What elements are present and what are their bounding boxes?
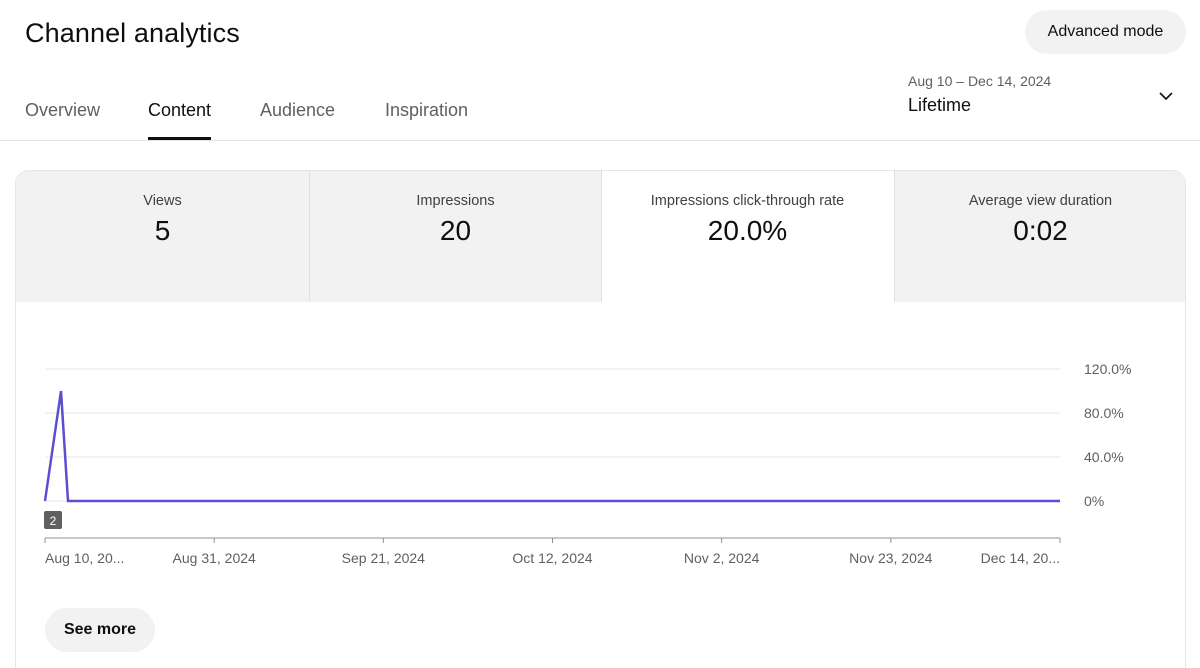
analytics-card: Views 5 Impressions 20 Impressions click…: [15, 170, 1186, 668]
annotation-marker-label: 2: [50, 514, 57, 528]
series-line: [43, 390, 1060, 503]
metric-divider: [894, 171, 895, 302]
date-range-text: Aug 10 – Dec 14, 2024: [908, 73, 1052, 89]
annotation-marker-box: [44, 511, 62, 529]
page-title: Channel analytics: [25, 18, 240, 48]
chevron-down-icon: [1159, 92, 1173, 101]
metric-divider: [309, 171, 310, 302]
metric-label: Average view duration: [968, 193, 1113, 209]
date-range-picker[interactable]: Aug 10 – Dec 14, 2024 Lifetime: [908, 70, 1188, 126]
y-tick-label: 40.0%: [1084, 449, 1124, 465]
metric-label: Impressions: [416, 193, 495, 209]
x-tick-label: Aug 31, 2024: [173, 550, 257, 566]
x-tick-label: Nov 2, 2024: [684, 550, 760, 566]
x-tick-label: Oct 12, 2024: [512, 550, 592, 566]
metric-label: Impressions click-through rate: [650, 193, 845, 209]
annotation-marker[interactable]: 2: [44, 511, 62, 529]
see-more-button[interactable]: See more: [45, 608, 155, 652]
metric-value: 20: [439, 215, 472, 246]
advanced-mode-button[interactable]: Advanced mode: [1025, 10, 1186, 54]
tab-content[interactable]: Content: [148, 88, 212, 140]
metric-ctr-tile[interactable]: Impressions click-through rate 20.0%: [601, 171, 894, 302]
x-tick-label: Sep 21, 2024: [342, 550, 426, 566]
metric-divider: [601, 171, 602, 302]
tab-inspiration[interactable]: Inspiration: [385, 100, 469, 120]
x-tick-label: Aug 10, 20...: [45, 550, 124, 566]
metric-avg-view-duration-tile[interactable]: Average view duration 0:02: [894, 171, 1185, 302]
metric-impressions-tile[interactable]: Impressions 20: [309, 171, 602, 302]
metric-value: 0:02: [1013, 215, 1068, 246]
metric-views-tile[interactable]: Views 5: [16, 171, 309, 302]
metric-value: 5: [154, 215, 171, 246]
y-tick-label: 0%: [1084, 493, 1104, 509]
x-tick-label: Dec 14, 20...: [981, 550, 1060, 566]
tab-overview[interactable]: Overview: [25, 100, 101, 120]
y-tick-label: 80.0%: [1084, 405, 1124, 421]
metric-value: 20.0%: [707, 215, 788, 246]
y-tick-label: 120.0%: [1084, 361, 1131, 377]
x-tick-label: Nov 23, 2024: [849, 550, 932, 566]
date-preset-text: Lifetime: [908, 95, 972, 115]
header-divider: [0, 140, 1200, 141]
tab-audience[interactable]: Audience: [260, 100, 336, 120]
metric-label: Views: [143, 193, 182, 209]
